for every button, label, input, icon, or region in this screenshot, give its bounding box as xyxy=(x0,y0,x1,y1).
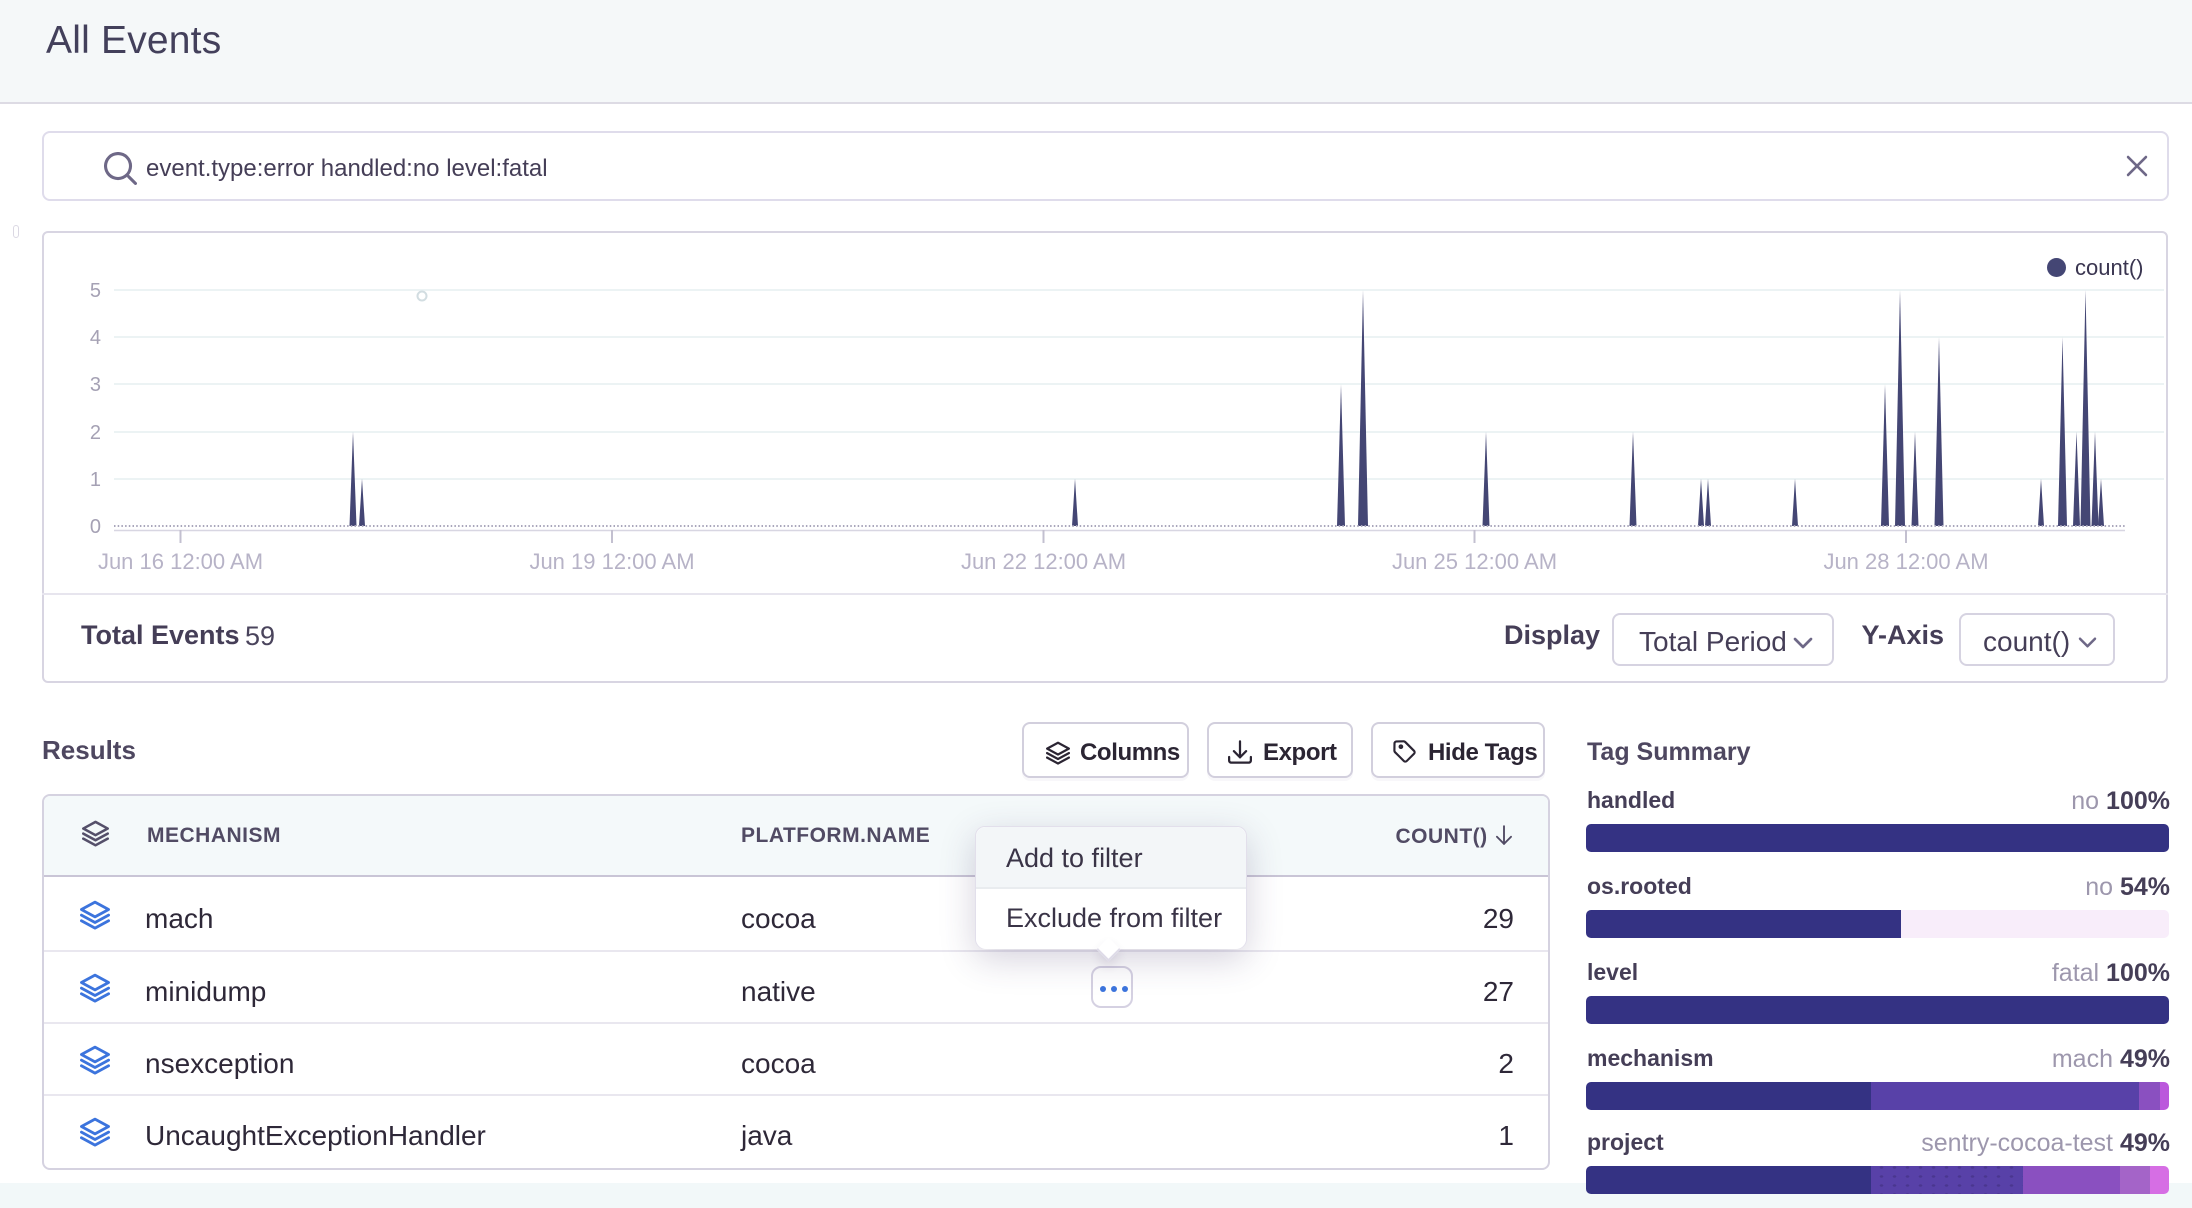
svg-text:Jun 25 12:00 AM: Jun 25 12:00 AM xyxy=(1392,549,1557,574)
svg-text:3: 3 xyxy=(90,374,101,396)
svg-text:Jun 28 12:00 AM: Jun 28 12:00 AM xyxy=(1823,549,1988,574)
svg-text:1: 1 xyxy=(90,469,101,491)
svg-text:2: 2 xyxy=(90,422,101,444)
svg-text:5: 5 xyxy=(90,280,101,302)
svg-text:Jun 22 12:00 AM: Jun 22 12:00 AM xyxy=(961,549,1126,574)
svg-text:4: 4 xyxy=(90,327,101,349)
svg-text:Jun 19 12:00 AM: Jun 19 12:00 AM xyxy=(529,549,694,574)
svg-text:0: 0 xyxy=(90,516,101,538)
svg-text:Jun 16 12:00 AM: Jun 16 12:00 AM xyxy=(98,549,263,574)
